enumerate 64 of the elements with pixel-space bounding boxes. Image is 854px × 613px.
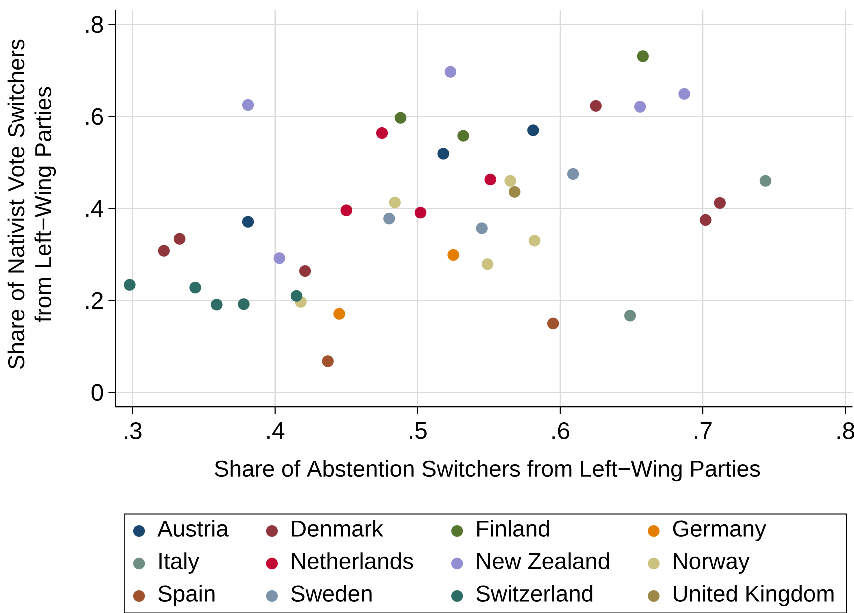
point — [438, 148, 450, 160]
point — [484, 174, 496, 186]
legend-label: Netherlands — [292, 552, 414, 570]
point — [567, 168, 580, 180]
y-tick-label: .4 — [86, 200, 104, 217]
point — [340, 204, 352, 216]
legend-label: Switzerland — [476, 585, 593, 602]
point — [384, 212, 396, 225]
y-tick-label: .8 — [86, 16, 104, 34]
y-tick-label: .2 — [86, 292, 103, 310]
legend-label: Austria — [158, 520, 229, 537]
point — [334, 308, 346, 320]
point — [274, 252, 286, 264]
point — [376, 127, 388, 140]
legend-label: Spain — [158, 585, 215, 606]
point — [190, 282, 202, 294]
x-tick-label: .3 — [125, 422, 142, 440]
point — [414, 207, 427, 219]
legend-label: Denmark — [292, 520, 384, 537]
legend-label: Sweden — [292, 585, 372, 602]
legend-label: Italy — [160, 552, 200, 574]
point — [448, 249, 460, 262]
legend-label: Norway — [674, 553, 750, 574]
y-axis-title: Share of Nativist Vote Switchers from Left−Wing Parties — [8, 40, 56, 370]
legend-label: Germany — [673, 520, 766, 542]
point — [700, 214, 712, 226]
point — [322, 356, 334, 368]
legend-label: Finland — [478, 520, 550, 537]
legend-label: New Zealand — [478, 552, 610, 570]
point — [528, 124, 540, 136]
point — [299, 265, 312, 278]
point — [389, 196, 401, 209]
point — [528, 235, 541, 247]
point — [590, 100, 602, 112]
point — [242, 99, 254, 112]
point — [508, 186, 521, 198]
point — [476, 222, 488, 234]
point — [290, 290, 303, 302]
point — [678, 88, 690, 100]
point — [624, 310, 636, 322]
y-tick-label: 0 — [92, 384, 104, 402]
x-tick-label: .6 — [552, 422, 570, 440]
point — [444, 66, 457, 78]
point — [637, 50, 650, 62]
point — [238, 298, 250, 310]
point — [211, 299, 223, 311]
point — [158, 245, 170, 257]
point — [714, 197, 726, 210]
point — [547, 318, 560, 330]
point — [482, 258, 494, 270]
point — [634, 101, 646, 113]
x-tick-label: .7 — [695, 422, 712, 439]
legend-label: United Kingdom — [674, 585, 834, 606]
x-axis-title: Share of Abstention Switchers from Left−Wing Parties — [215, 460, 760, 482]
point — [242, 216, 254, 228]
point — [760, 175, 772, 187]
point — [174, 233, 186, 245]
point — [458, 130, 470, 142]
point — [504, 175, 516, 187]
x-tick-label: .4 — [268, 422, 285, 439]
point — [394, 112, 407, 124]
y-tick-label: .6 — [86, 108, 104, 126]
point — [124, 279, 136, 291]
x-tick-label: .5 — [410, 422, 427, 440]
